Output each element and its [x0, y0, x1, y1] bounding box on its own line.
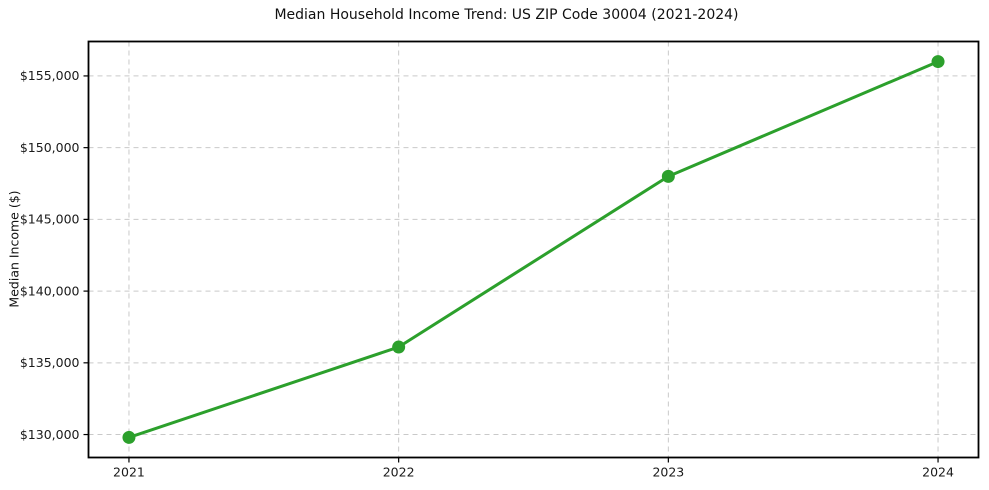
x-tick-label: 2024	[922, 465, 954, 480]
y-tick-label: $155,000	[20, 68, 80, 83]
x-tick-label: 2021	[113, 465, 145, 480]
data-point-marker	[392, 340, 406, 354]
x-tick-label: 2023	[652, 465, 684, 480]
y-tick-label: $130,000	[20, 427, 80, 442]
y-tick-label: $140,000	[20, 283, 80, 298]
plot-border	[87, 40, 980, 459]
data-point-marker	[931, 55, 945, 69]
data-point-marker	[122, 430, 136, 444]
x-tick-label: 2022	[383, 465, 415, 480]
y-tick-label: $135,000	[20, 355, 80, 370]
trend-line	[127, 60, 940, 439]
y-tick-label: $145,000	[20, 212, 80, 227]
data-point-marker	[661, 169, 675, 183]
chart-title: Median Household Income Trend: US ZIP Co…	[274, 7, 739, 23]
y-tick-label: $150,000	[20, 140, 80, 155]
